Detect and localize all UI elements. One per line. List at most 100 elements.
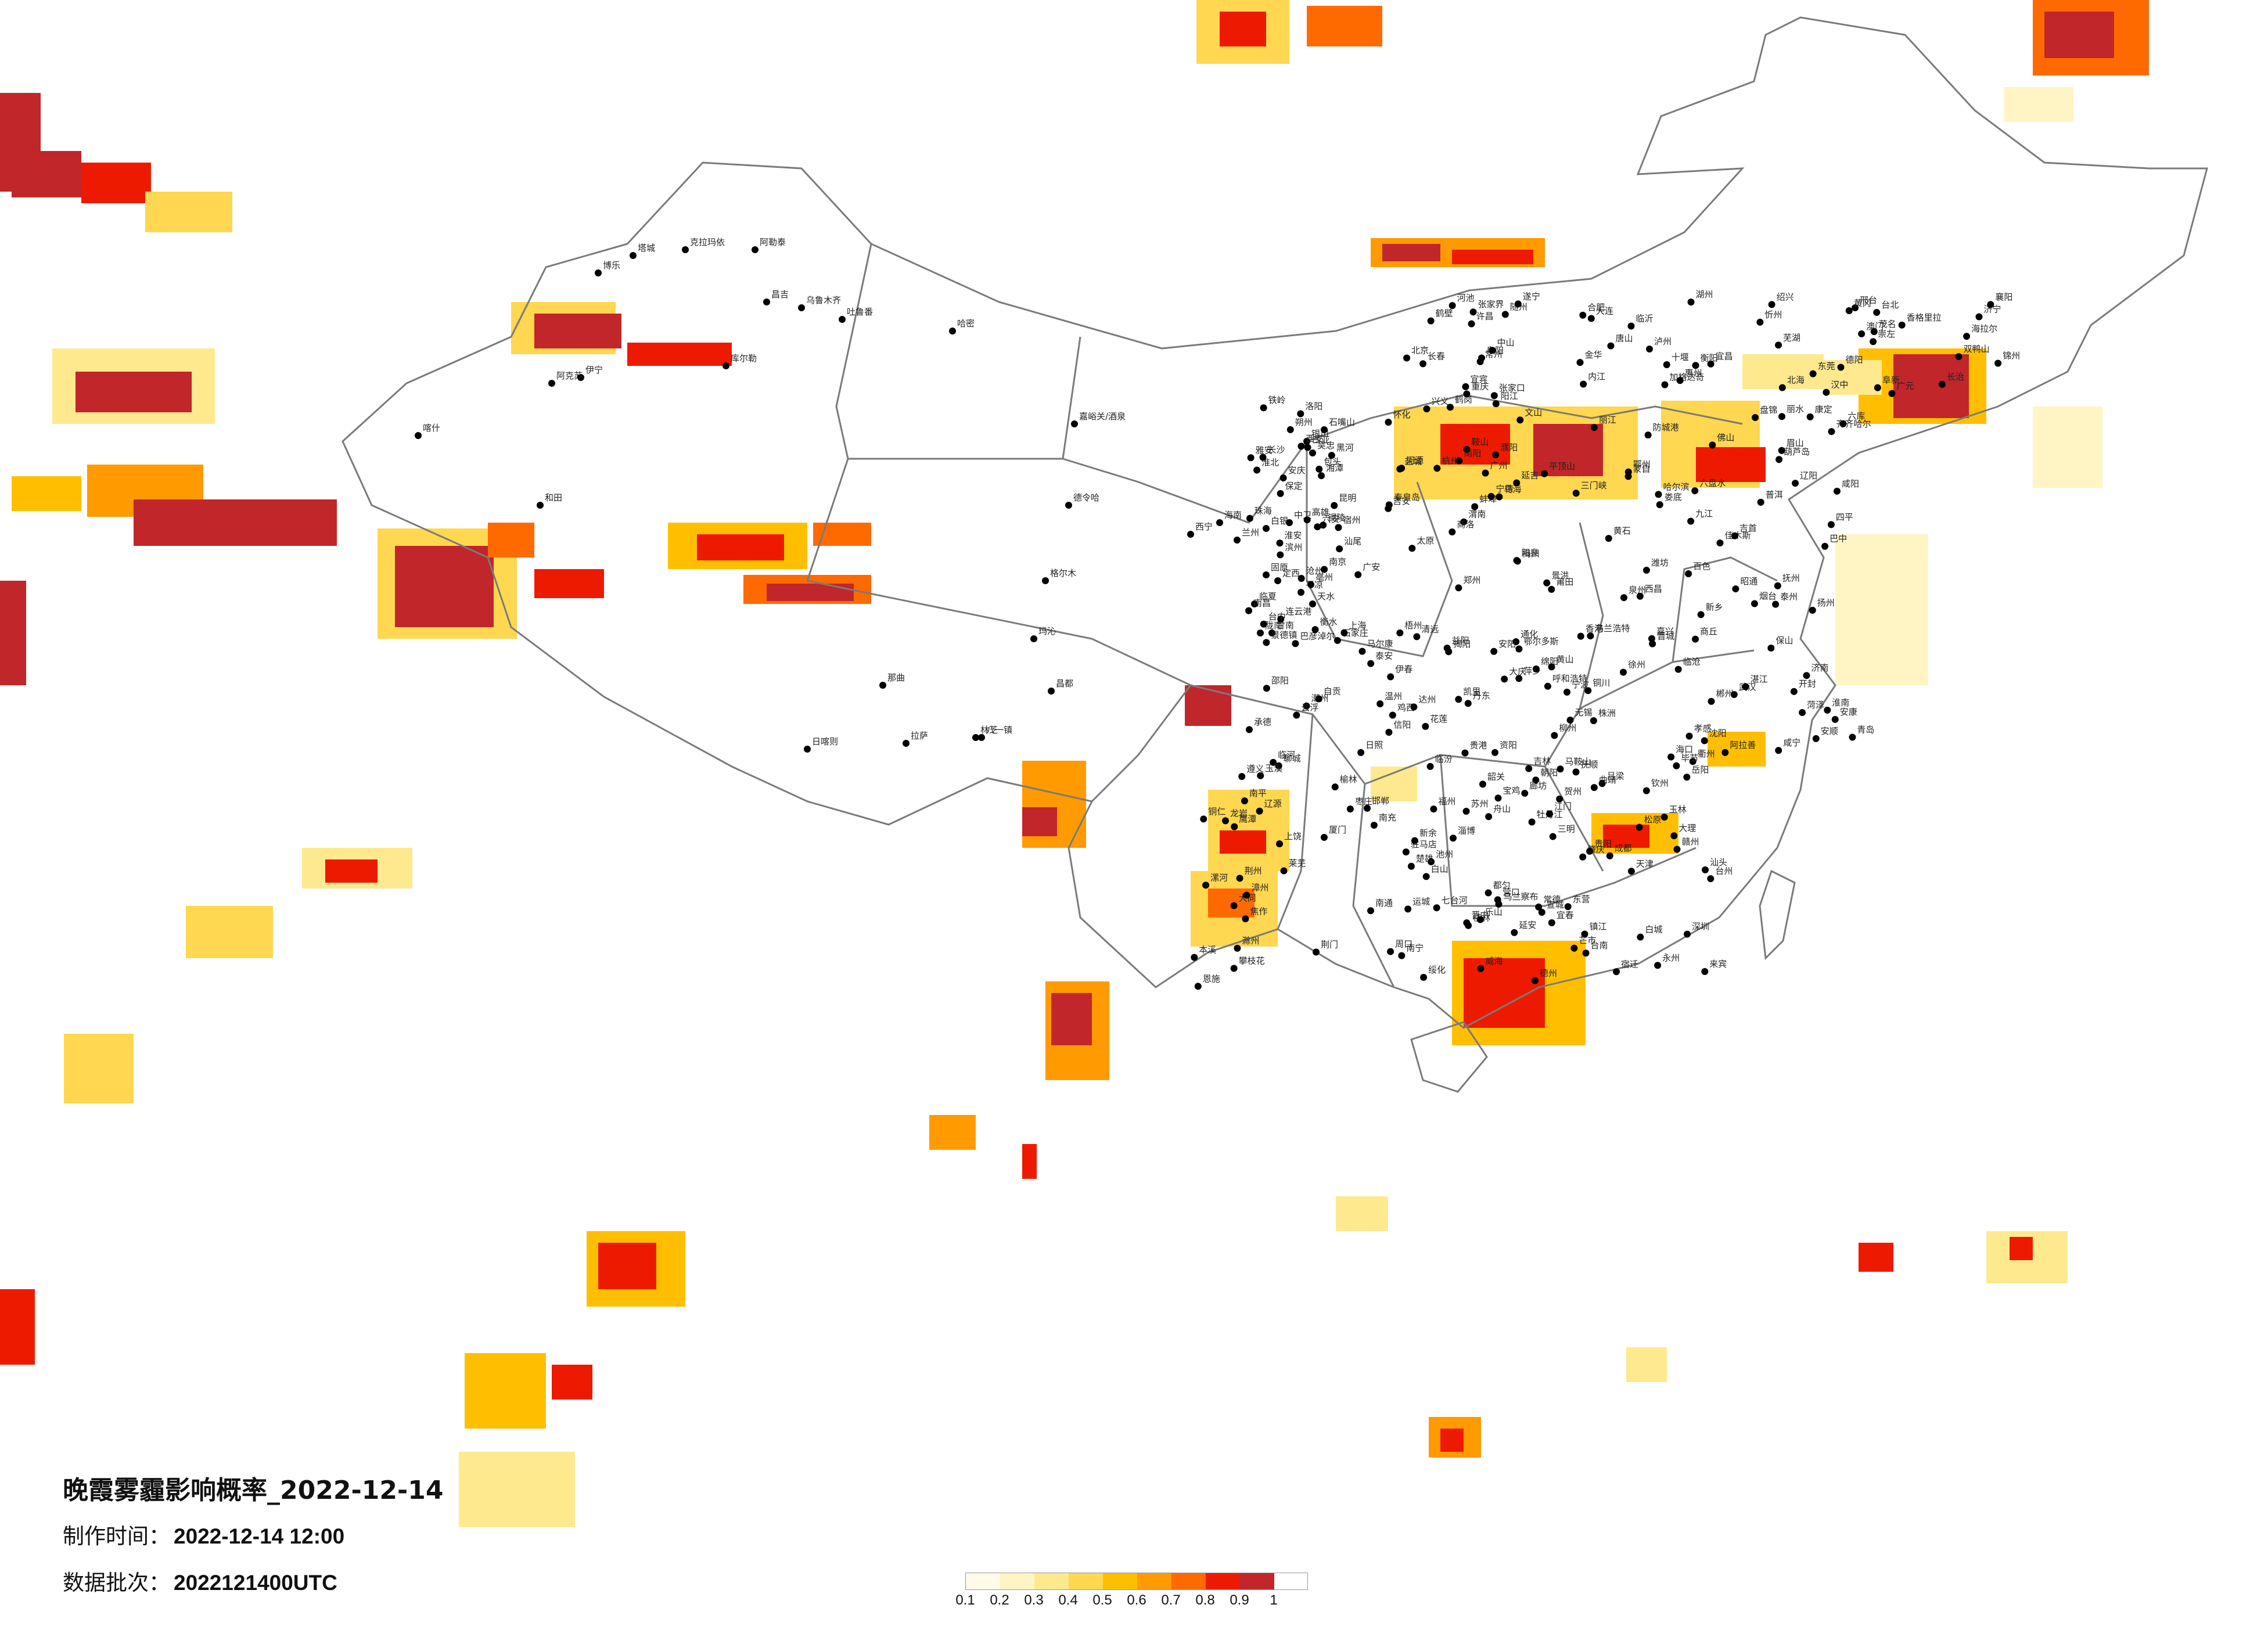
heat-cell — [1440, 424, 1510, 465]
city-dot — [1598, 780, 1606, 787]
heat-cell — [1893, 354, 1969, 418]
city-label: 赣州 — [1681, 836, 1699, 847]
city-label: 眉山 — [1787, 438, 1804, 448]
city-dot — [1636, 592, 1644, 600]
production-time: 制作时间： 2022-12-14 12:00 — [63, 1519, 344, 1550]
city-dot — [1839, 420, 1847, 427]
city-label: 海南 — [1224, 510, 1242, 520]
city-dot — [1756, 318, 1764, 326]
city-label: 白城 — [1645, 924, 1662, 935]
city-label: 阿克苏 — [556, 370, 583, 381]
legend-ticks: 0.1 0.2 0.3 0.4 0.5 0.6 0.7 0.8 0.9 1 — [955, 1592, 1308, 1612]
city-dot — [1321, 566, 1328, 573]
city-dot — [1544, 682, 1551, 690]
city-label: 淮北 — [1261, 458, 1279, 468]
city-dot — [1420, 974, 1428, 981]
city-label: 鹤岗 — [1455, 394, 1472, 405]
city-label: 湛江 — [1751, 674, 1768, 685]
city-dot — [1619, 668, 1627, 676]
city-label: 忻州 — [1764, 310, 1782, 320]
city-label: 南昌 — [1253, 598, 1271, 609]
city-dot — [1463, 445, 1471, 453]
city-dot — [682, 246, 689, 253]
city-dot — [1187, 531, 1194, 538]
city-label: 双鸭山 — [1964, 344, 1990, 354]
city-label: 乌海 — [1504, 484, 1521, 495]
city-label: 太原 — [1417, 535, 1434, 546]
city-label: 泉州 — [1629, 585, 1646, 595]
city-label: 玉溪 — [1265, 763, 1282, 774]
city-dot — [1627, 322, 1635, 330]
city-dot — [1767, 644, 1775, 652]
city-label: 泰州 — [1780, 592, 1798, 602]
city-dot — [1463, 390, 1471, 398]
city-label: 巴中 — [1830, 534, 1847, 544]
city-label: 延安 — [1519, 920, 1536, 930]
city-dot — [1556, 795, 1563, 803]
city-label: 铜川 — [1593, 678, 1610, 688]
city-dot — [1423, 405, 1430, 413]
china-outline — [342, 16, 2208, 1029]
city-label: 吉林 — [1533, 756, 1551, 767]
city-dot — [1241, 797, 1248, 805]
city-dot — [1202, 882, 1210, 889]
city-dot — [879, 682, 886, 689]
city-dot — [1222, 817, 1230, 825]
city-label: 中山 — [1497, 337, 1515, 348]
city-label: 昌都 — [1056, 678, 1073, 689]
city-dot — [1636, 823, 1643, 831]
city-dot — [1263, 639, 1270, 646]
city-dot — [1485, 813, 1493, 821]
city-label: 福州 — [1438, 796, 1455, 807]
city-dot — [1328, 452, 1335, 459]
city-label: 营口 — [1503, 887, 1520, 897]
city-label: 遵义 — [1246, 764, 1264, 774]
city-dot — [1531, 977, 1539, 984]
city-label: 南平 — [1249, 788, 1267, 798]
city-label: 本溪 — [1199, 945, 1216, 955]
heat-cell — [1464, 958, 1545, 1028]
city-label: 威海 — [1485, 956, 1503, 966]
city-label: 晋城 — [1657, 631, 1674, 642]
city-dot — [577, 374, 584, 381]
city-dot — [1490, 647, 1498, 655]
city-label: 沧州 — [1306, 566, 1324, 576]
city-label: 抚顺 — [1581, 759, 1598, 769]
city-label: 莆田 — [1556, 577, 1573, 587]
city-label: 南京 — [1329, 556, 1346, 567]
city-label: 新余 — [1419, 828, 1437, 839]
city-dot — [1387, 673, 1394, 681]
heat-cell — [534, 314, 621, 348]
city-label: 珠海 — [1255, 506, 1272, 516]
city-dot — [1263, 571, 1270, 578]
city-label: 兴义 — [1431, 396, 1448, 406]
city-label: 商洛 — [1457, 519, 1474, 530]
city-dot — [1496, 493, 1503, 501]
city-dot — [1564, 903, 1572, 911]
city-dot — [1691, 487, 1699, 495]
city-label: 荆州 — [1245, 865, 1262, 876]
city-label: 长沙 — [1267, 444, 1285, 455]
city-label: 吉安 — [1393, 496, 1410, 506]
fog-haze-probability-layer — [0, 0, 2149, 1527]
city-label: 舟山 — [1493, 804, 1511, 814]
city-dot — [1411, 837, 1418, 844]
legend-tick-label: 0.5 — [1092, 1592, 1112, 1608]
city-dot — [1286, 519, 1293, 526]
city-dot — [1774, 582, 1781, 589]
city-dot — [1721, 749, 1729, 756]
city-dot — [595, 269, 602, 276]
legend-swatch — [1240, 1573, 1274, 1589]
city-label: 许昌 — [1476, 311, 1494, 322]
city-dot — [1396, 629, 1404, 636]
city-label: 延吉 — [1521, 470, 1539, 481]
city-label: 甘南 — [1277, 620, 1294, 631]
city-label: 河源 — [1406, 455, 1424, 466]
city-label: 安康 — [1840, 707, 1857, 717]
city-label: 黄山 — [1556, 654, 1573, 664]
city-label: 孝感 — [1694, 724, 1712, 734]
heat-cell — [134, 499, 337, 546]
city-label: 咸宁 — [1783, 738, 1800, 748]
city-label: 海拉尔 — [1971, 323, 1997, 334]
city-label: 聊城 — [1284, 753, 1301, 764]
